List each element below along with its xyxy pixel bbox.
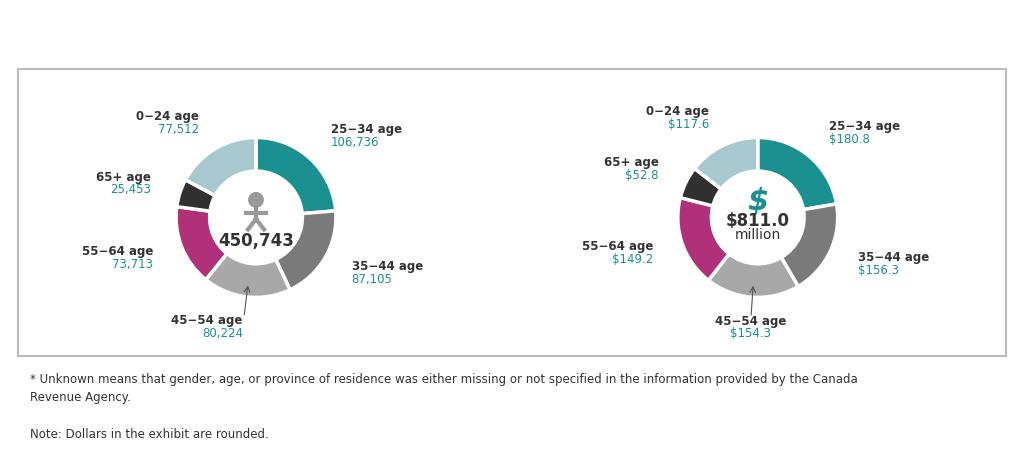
- Text: 25,453: 25,453: [111, 183, 151, 197]
- Text: $811.0: $811.0: [726, 212, 790, 231]
- Text: 87,105: 87,105: [351, 273, 392, 285]
- Wedge shape: [185, 138, 256, 196]
- Text: $: $: [748, 187, 768, 216]
- Circle shape: [249, 193, 263, 207]
- Wedge shape: [709, 254, 798, 297]
- Text: $180.8: $180.8: [828, 133, 869, 146]
- Wedge shape: [177, 180, 215, 211]
- Wedge shape: [781, 204, 838, 286]
- Wedge shape: [694, 138, 758, 189]
- Text: 55−64 age: 55−64 age: [582, 240, 653, 253]
- Wedge shape: [758, 138, 837, 210]
- Wedge shape: [275, 211, 336, 290]
- Text: $156.3: $156.3: [858, 264, 899, 277]
- Wedge shape: [256, 138, 336, 214]
- Text: 25−34 age: 25−34 age: [828, 120, 900, 133]
- Text: $149.2: $149.2: [612, 253, 653, 266]
- Text: 0−24 age: 0−24 age: [136, 110, 200, 123]
- Wedge shape: [678, 198, 729, 280]
- Text: million: million: [734, 228, 781, 242]
- Text: 45−54 age: 45−54 age: [171, 314, 243, 327]
- Text: 80,224: 80,224: [202, 327, 243, 340]
- Text: 55−64 age: 55−64 age: [82, 245, 154, 258]
- Text: 77,512: 77,512: [158, 123, 200, 136]
- Text: $52.8: $52.8: [626, 169, 658, 182]
- Text: $117.6: $117.6: [668, 118, 710, 131]
- Text: 65+ age: 65+ age: [96, 171, 151, 183]
- Text: 25−34 age: 25−34 age: [331, 123, 401, 136]
- Text: * Unknown means that gender, age, or province of residence was either missing or: * Unknown means that gender, age, or pro…: [31, 373, 858, 404]
- Wedge shape: [680, 169, 721, 206]
- Text: 450,743: 450,743: [218, 232, 294, 251]
- Wedge shape: [176, 207, 227, 280]
- Text: Canada Worker Lockdown Benefit recipients by age group: Canada Worker Lockdown Benefit recipient…: [205, 34, 819, 53]
- Text: 73,713: 73,713: [113, 258, 154, 271]
- Wedge shape: [206, 254, 290, 297]
- Text: $154.3: $154.3: [730, 328, 771, 340]
- Text: 35−44 age: 35−44 age: [351, 260, 423, 273]
- Text: 35−44 age: 35−44 age: [858, 251, 929, 264]
- Text: 106,736: 106,736: [331, 136, 379, 149]
- Text: 0−24 age: 0−24 age: [646, 106, 710, 119]
- Text: 65+ age: 65+ age: [604, 156, 658, 169]
- Text: 45−54 age: 45−54 age: [715, 315, 786, 328]
- Text: Note: Dollars in the exhibit are rounded.: Note: Dollars in the exhibit are rounded…: [31, 428, 269, 441]
